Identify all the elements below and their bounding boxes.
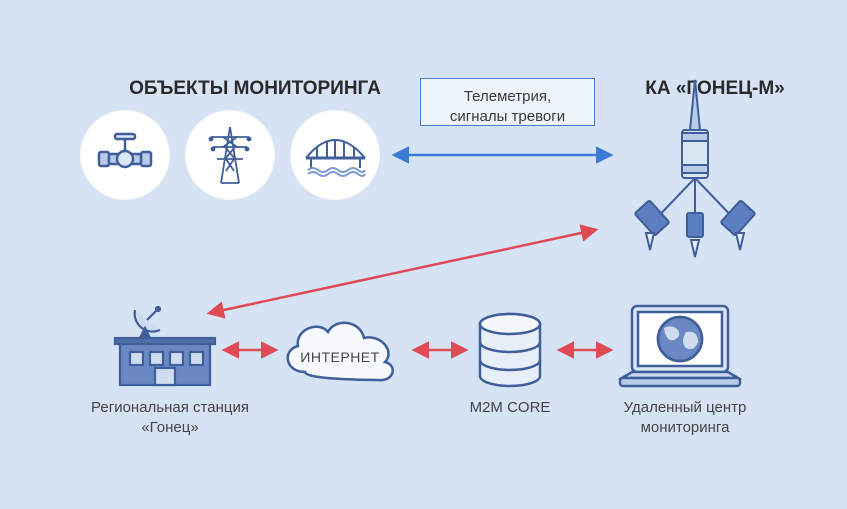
- circle-pipeline: [80, 110, 170, 200]
- telemetry-line2: сигналы тревоги: [450, 108, 565, 125]
- label-regional-station-l2: «Гонец»: [141, 419, 198, 436]
- label-regional-station: Региональная станция «Гонец»: [85, 398, 255, 437]
- label-remote-center-l1: Удаленный центр: [624, 399, 747, 416]
- bridge-icon: [303, 130, 368, 180]
- title-monitoring-objects: ОБЪЕКТЫ МОНИТОРИНГА: [105, 78, 405, 100]
- telemetry-box: Телеметрия, сигналы тревоги: [420, 78, 595, 126]
- circle-powerline: [185, 110, 275, 200]
- power-tower-icon: [203, 123, 258, 188]
- label-remote-center: Удаленный центр мониторинга: [615, 398, 755, 437]
- circle-bridge: [290, 110, 380, 200]
- telemetry-line1: Телеметрия,: [464, 88, 551, 105]
- pipeline-valve-icon: [95, 130, 155, 180]
- database-icon: [470, 310, 550, 390]
- laptop-globe-icon: [610, 300, 750, 395]
- satellite-icon: [620, 75, 770, 265]
- label-remote-center-l2: мониторинга: [641, 419, 730, 436]
- internet-label: ИНТЕРНЕТ: [300, 348, 380, 366]
- label-regional-station-l1: Региональная станция: [91, 399, 249, 416]
- label-m2m: M2M CORE: [460, 398, 560, 418]
- arrow: [210, 230, 595, 313]
- ground-station-icon: [105, 300, 225, 390]
